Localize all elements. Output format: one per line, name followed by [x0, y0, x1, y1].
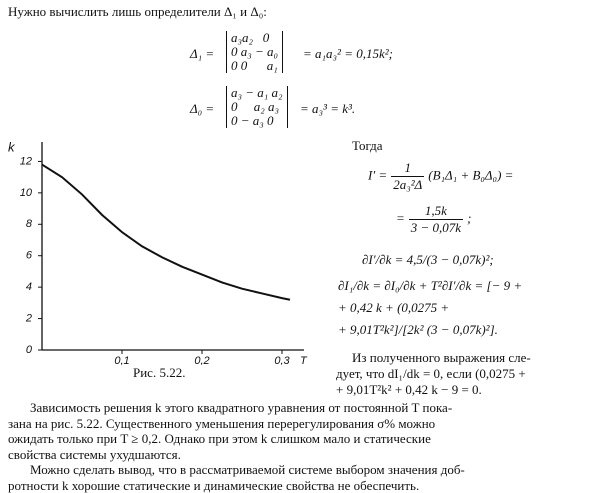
formula: I′ = 1 2a₃²Δ (B₁Δ₁ + B₀Δ₀) = [368, 160, 513, 193]
formula: + 9,01T²k²]/[2k² (3 − 0,07k)²]. [338, 322, 498, 337]
formula-rhs: = a₃³ = k³. [300, 101, 356, 116]
formula-lhs: = [396, 210, 405, 226]
chart: k T 0 2 4 6 8 10 12 0,1 0,2 0,3 [8, 140, 308, 365]
y-tick-label: 8 [26, 218, 33, 230]
matrix-row: 0 a₂ a₃ [231, 99, 280, 114]
matrix-row: 0 a₃ − a₀ [231, 44, 279, 59]
matrix-row: a₃a₂ 0 [231, 30, 270, 45]
text-line: Можно сделать вывод, что в рассматриваем… [30, 462, 465, 477]
matrix-row: 0 − a₃ 0 [231, 113, 274, 128]
formula-rhs: (B₁Δ₁ + B₀Δ₀) = [428, 167, 514, 183]
paragraph: Зависимость решения k этого квадратного … [8, 400, 582, 462]
text: + 9,01T²k² + 0,42 k − 9 = 0. [336, 382, 482, 397]
paragraph: Можно сделать вывод, что в рассматриваем… [8, 462, 582, 493]
y-tick-label: 0 [26, 344, 33, 356]
formula-rhs: = a₁a₃² = 0,15k²; [303, 46, 393, 61]
formula-lhs: I′ = [368, 167, 388, 183]
denominator: 3 − 0,07k [408, 219, 464, 235]
matrix: a₃a₂ 0 0 a₃ − a₀ 0 0 a₁ [226, 30, 284, 73]
caption: Рис. 5.22. [133, 365, 186, 380]
y-tick-label: 10 [20, 187, 33, 199]
matrix-row: a₃ − a₁ a₂ [231, 85, 283, 100]
x-axis-label: T [300, 355, 308, 365]
fraction: 1 2a₃²Δ [391, 160, 425, 193]
text-line: свойства системы ухудшаются. [8, 446, 181, 462]
text-line: ротности k хорошие статические и динамич… [8, 477, 420, 493]
fraction: 1,5k 3 − 0,07k [408, 203, 464, 236]
intro: Нужно вычислить лишь определители Δ₁ и Δ… [8, 4, 267, 19]
x-tick-label: 0,1 [114, 355, 129, 365]
formula: ∂I₁/∂k = ∂I₀/∂k + T²∂I′/∂k = [− 9 + [338, 278, 523, 293]
y-tick-label: 2 [25, 312, 32, 324]
formula-lhs: Δ₀ = [190, 101, 215, 116]
y-tick-label: 6 [26, 250, 33, 262]
formula: = 1,5k 3 − 0,07k; [396, 203, 471, 236]
text-line: ожидать только при T ≥ 0,2. Однако при э… [8, 431, 431, 446]
text: дует, что dI₁/dk = 0, если (0,0275 + [336, 366, 526, 381]
formula: + 0,42 k + (0,0275 + [338, 300, 450, 315]
curve [41, 163, 291, 301]
numerator: 1 [404, 160, 411, 175]
formula-lhs: Δ₁ = [190, 46, 215, 61]
y-tick-label: 12 [20, 155, 32, 167]
formula-rhs: ; [467, 210, 472, 226]
numerator: 1,5k [424, 203, 447, 218]
text: Из полученного выражения сле- [352, 350, 531, 365]
text-line: зана на рис. 5.22. Существенного уменьше… [8, 415, 436, 431]
y-axis-label: k [8, 140, 16, 154]
text-line: Зависимость решения k этого квадратного … [30, 400, 453, 415]
y-tick-label: 4 [26, 281, 32, 293]
x-tick-label: 0,3 [274, 355, 290, 365]
formula: ∂I′/∂k = 4,5/(3 − 0,07k)²; [362, 252, 494, 267]
text: Тогда [352, 138, 383, 153]
denominator: 2a₃²Δ [391, 176, 425, 192]
x-tick-label: 0,2 [194, 355, 209, 365]
matrix-row: 0 0 a₁ [231, 58, 278, 73]
matrix: a₃ − a₁ a₂ 0 a₂ a₃ 0 − a₃ 0 [226, 86, 288, 128]
